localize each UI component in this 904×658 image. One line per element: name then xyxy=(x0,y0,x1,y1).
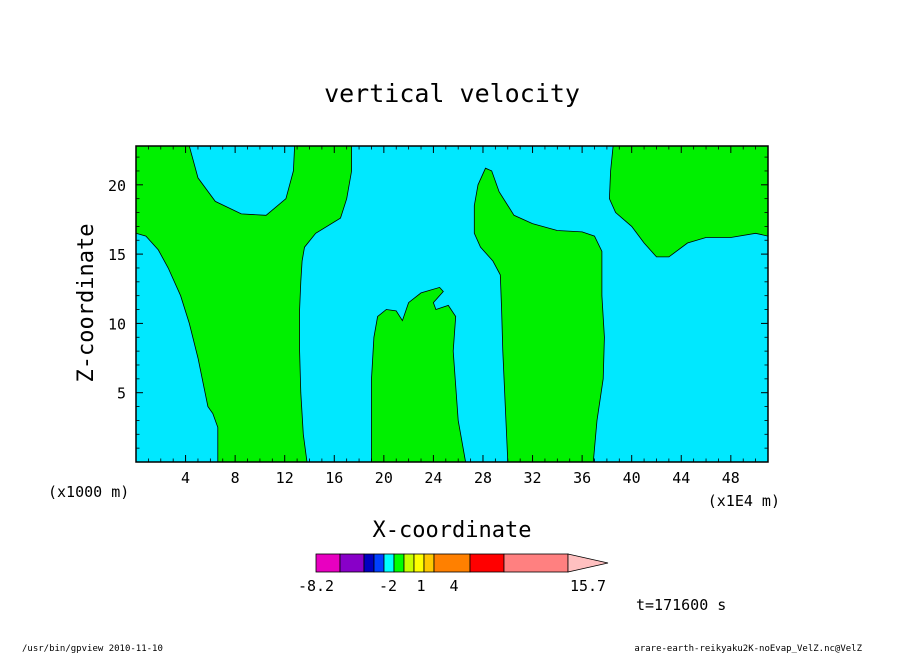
x-unit-label: (x1E4 m) xyxy=(708,492,780,510)
y-tick-label: 15 xyxy=(108,246,126,264)
x-tick-label: 4 xyxy=(181,469,190,487)
y-axis: 5 10 15 20 xyxy=(108,156,768,449)
y-tick-label: 20 xyxy=(108,177,126,195)
colorbar-segment xyxy=(469,553,505,573)
colorbar-label: 1 xyxy=(416,577,425,595)
colorbar-label: -2 xyxy=(379,577,397,595)
x-tick-label: 20 xyxy=(375,469,393,487)
x-tick-label: 32 xyxy=(524,469,542,487)
colorbar-segment xyxy=(433,553,471,573)
x-tick-label: 48 xyxy=(722,469,740,487)
colorbar-segment xyxy=(403,553,415,573)
x-tick-label: 28 xyxy=(474,469,492,487)
colorbar-segment xyxy=(363,553,375,573)
colorbar-segment xyxy=(503,553,569,573)
x-axis-label: X-coordinate xyxy=(373,518,532,543)
x-tick-label: 24 xyxy=(424,469,442,487)
contour-regions xyxy=(135,145,769,463)
x-tick-label: 44 xyxy=(672,469,690,487)
colorbar-extension-arrow xyxy=(567,553,609,573)
x-tick-label: 16 xyxy=(325,469,343,487)
colorbar-label: -8.2 xyxy=(298,577,334,595)
chart-title: vertical velocity xyxy=(324,79,580,108)
footer-right: arare-earth-reikyaku2K-noEvap_VelZ.nc@Ve… xyxy=(634,644,862,654)
colorbar-segment xyxy=(413,553,425,573)
colorbar-segment xyxy=(373,553,385,573)
y-tick-label: 10 xyxy=(108,315,126,333)
x-tick-label: 36 xyxy=(573,469,591,487)
colorbar-segment xyxy=(315,553,341,573)
y-tick-label: 5 xyxy=(117,385,126,403)
x-scale-label: (x1000 m) xyxy=(48,483,129,501)
x-tick-label: 40 xyxy=(623,469,641,487)
colorbar-segment xyxy=(423,553,435,573)
colorbar-segment xyxy=(339,553,365,573)
plot-frame xyxy=(135,145,769,463)
contour-region-upper-right-region xyxy=(608,145,769,258)
colorbar: -8.2 -2 1 4 15.7 xyxy=(298,553,609,595)
plot-area xyxy=(135,145,769,463)
contour-region-left-updraft xyxy=(135,145,353,463)
colorbar-segment xyxy=(383,553,395,573)
time-annotation: t=171600 s xyxy=(636,596,726,614)
x-axis: 4 8 12 16 20 24 28 32 36 40 44 48 xyxy=(147,146,757,487)
x-tick-label: 12 xyxy=(276,469,294,487)
contour-region-center-updraft xyxy=(371,286,467,463)
colorbar-label: 4 xyxy=(449,577,458,595)
contour-region-right-updraft xyxy=(473,167,605,463)
colorbar-segment xyxy=(393,553,405,573)
footer-left: /usr/bin/gpview 2010-11-10 xyxy=(22,644,163,654)
x-tick-label: 8 xyxy=(231,469,240,487)
y-axis-label: Z-coordinate xyxy=(74,224,99,383)
colorbar-label: 15.7 xyxy=(570,577,606,595)
